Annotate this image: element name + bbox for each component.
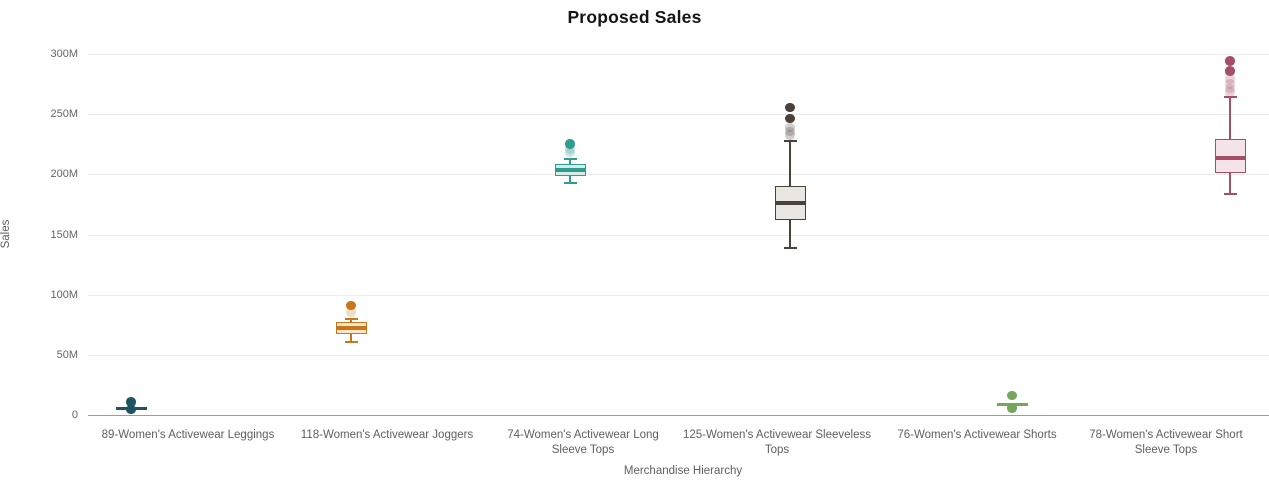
gridline	[88, 54, 1269, 55]
gridline	[88, 114, 1269, 116]
median-line	[774, 201, 806, 206]
x-axis-title: Merchandise Hierarchy	[623, 465, 743, 477]
category-label: 74-Women's Activewear Long Sleeve Tops	[507, 429, 659, 456]
y-tick-label: 0	[71, 409, 78, 421]
chart-title: Proposed Sales	[567, 7, 702, 27]
whisker-cap-low	[783, 247, 797, 250]
outlier-dot[interactable]	[1007, 390, 1017, 401]
category-label: 89-Women's Activewear Leggings	[101, 429, 275, 441]
category-label: 76-Women's Activewear Shorts	[897, 429, 1057, 441]
whisker-cap-low	[344, 340, 358, 343]
outlier-dot[interactable]	[565, 139, 575, 149]
y-tick-label: 300M	[50, 48, 78, 60]
outlier-dot-faint[interactable]	[785, 130, 795, 140]
outlier-dot-faint[interactable]	[1225, 83, 1235, 94]
whisker-cap-high	[344, 317, 358, 320]
y-axis-title: Sales	[0, 219, 12, 249]
median-line	[1214, 156, 1246, 161]
y-tick-label: 200M	[50, 168, 78, 181]
outlier-dot-faint[interactable]	[1225, 74, 1235, 84]
y-tick-label: 250M	[50, 108, 78, 121]
gridline	[88, 234, 1269, 236]
outlier-dot-faint[interactable]	[785, 126, 795, 136]
outlier-dot-faint[interactable]	[565, 144, 575, 154]
outlier-dot[interactable]	[785, 113, 795, 124]
outlier-dot[interactable]	[1225, 66, 1235, 76]
median-line	[554, 168, 586, 172]
outlier-dot[interactable]	[785, 102, 795, 113]
median-line	[335, 325, 367, 330]
gridline	[88, 174, 1269, 176]
whisker-cap-low	[563, 181, 577, 184]
outlier-dot-faint[interactable]	[565, 147, 575, 158]
outlier-dot[interactable]	[1007, 403, 1017, 413]
gridline	[88, 294, 1269, 296]
y-tick-label: 100M	[50, 288, 78, 301]
x-axis-line	[88, 415, 1269, 416]
outlier-dot[interactable]	[346, 300, 356, 311]
whisker-cap-high	[1223, 95, 1237, 98]
y-tick-label: 50M	[56, 348, 78, 361]
outlier-dot-faint[interactable]	[785, 122, 795, 133]
whisker-cap-high	[563, 157, 577, 160]
outlier-dot-faint[interactable]	[1225, 87, 1235, 97]
outlier-dot-faint[interactable]	[346, 307, 356, 317]
whisker-cap-high	[783, 140, 797, 143]
outlier-dot[interactable]	[1225, 56, 1235, 66]
outlier-dot-faint[interactable]	[1225, 79, 1235, 89]
box-iqr[interactable]	[1214, 139, 1246, 174]
category-label: 125-Women's Activewear Sleeveless Tops	[683, 429, 871, 456]
outlier-dot[interactable]	[126, 397, 136, 407]
whisker-cap-low	[1223, 192, 1237, 195]
category-label: 78-Women's Activewear Short Sleeve Tops	[1089, 429, 1243, 456]
gridline	[88, 354, 1269, 356]
category-label: 118-Women's Activewear Joggers	[300, 429, 474, 441]
y-tick-label: 150M	[50, 228, 78, 241]
outlier-dot[interactable]	[126, 404, 136, 415]
